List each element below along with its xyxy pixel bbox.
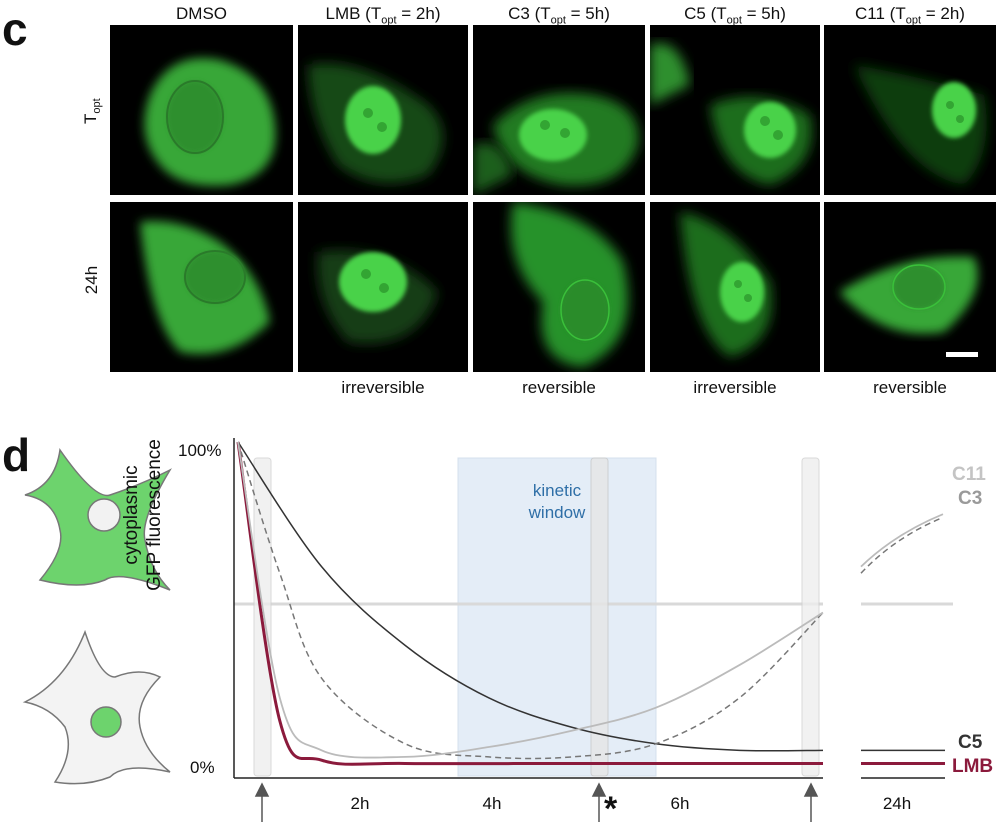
reversibility-lmb: irreversible — [341, 378, 425, 397]
arrow-icon — [803, 782, 819, 822]
series-line-c5 — [237, 441, 824, 752]
column-title-dmso: DMSO — [176, 4, 227, 23]
column-title-lmb: LMB (Topt = 2h) — [325, 4, 441, 27]
micrograph-dmso-topt — [110, 25, 293, 195]
series-line-lmb — [236, 441, 823, 766]
cell-diagram-cytoplasmic — [24, 448, 172, 591]
panel-d-letter: d — [2, 429, 31, 481]
reversibility-c11: reversible — [873, 378, 947, 397]
timepoint-bar-2 — [590, 457, 609, 777]
series-label-c11: C11 — [952, 464, 986, 485]
x-tick-4h: 4h — [482, 794, 502, 813]
asterisk-marker: * — [604, 790, 618, 828]
column-title-c11: C11 (Topt = 2h) — [855, 4, 965, 27]
micrograph-c3-24h — [473, 202, 645, 372]
reversibility-c3: reversible — [522, 378, 596, 397]
column-title-c5: C5 (Topt = 5h) — [684, 4, 786, 27]
x-tick-24h: 24h — [882, 794, 912, 813]
series-label-c5: C5 — [958, 732, 983, 753]
y-top-label: 100% — [178, 441, 222, 460]
micrograph-c5-24h — [650, 202, 820, 372]
series-label-lmb: LMB — [952, 756, 994, 777]
micrograph-dmso-24h — [110, 202, 293, 372]
column-title-c3: C3 (Topt = 5h) — [508, 4, 610, 27]
arrow-icon — [591, 782, 607, 822]
series-line-24h-c3 — [860, 516, 944, 574]
scale-bar — [946, 352, 978, 357]
panel-c-letter: c — [2, 3, 28, 55]
reversibility-c5: irreversible — [693, 378, 777, 397]
series-line-c11 — [237, 441, 824, 759]
micrograph-lmb-24h — [298, 202, 468, 372]
micrograph-c11-24h — [824, 202, 996, 372]
micrograph-c3-topt — [473, 25, 645, 195]
series-label-c3: C3 — [958, 488, 983, 509]
kinetic-window-label: kinetic window — [528, 481, 586, 522]
micrograph-lmb-topt — [298, 25, 468, 195]
x-tick-6h: 6h — [670, 794, 690, 813]
y-bottom-label: 0% — [190, 758, 215, 777]
micrograph-c5-topt — [650, 25, 820, 195]
arrow-icon — [254, 782, 270, 822]
series-line-24h-c11 — [860, 513, 944, 568]
micrograph-c11-topt — [824, 25, 996, 195]
x-tick-2h: 2h — [350, 794, 370, 813]
cell-diagram-nuclear — [22, 629, 171, 785]
